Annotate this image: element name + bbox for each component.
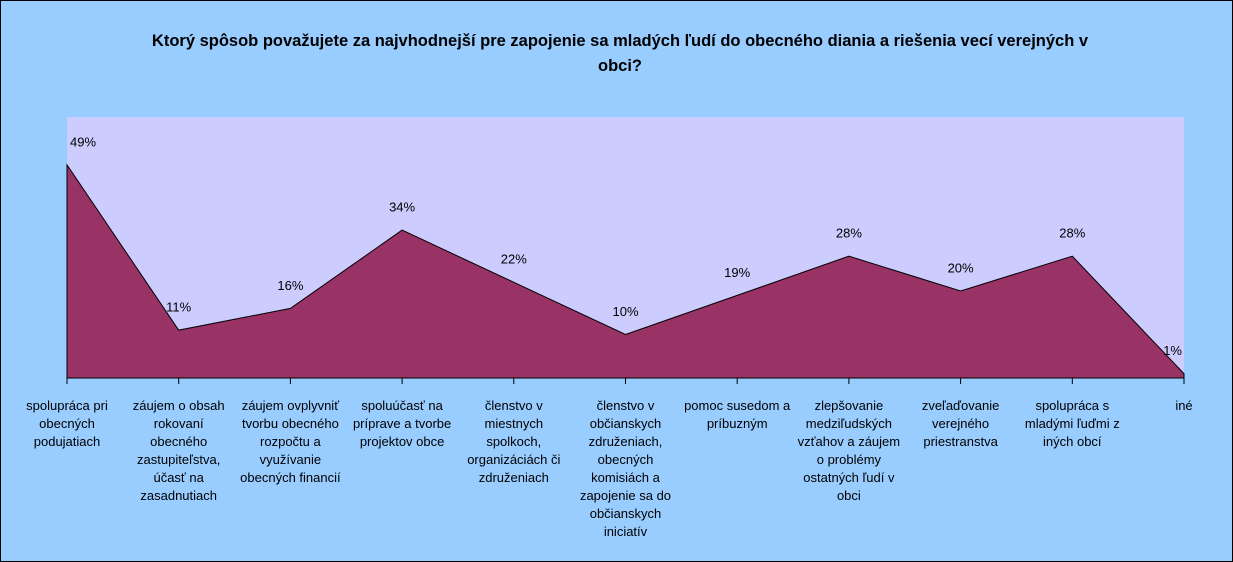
- x-tick-label: iné: [1175, 398, 1193, 413]
- data-label: 49%: [70, 134, 96, 149]
- x-tick-label: pomoc susedom a príbuzným: [684, 398, 791, 431]
- data-label: 1%: [1163, 343, 1182, 358]
- data-label: 11%: [166, 300, 191, 315]
- x-tick-label: členstvo v miestnych spolkoch, organizác…: [467, 398, 561, 485]
- data-label: 10%: [612, 304, 638, 319]
- data-label: 22%: [501, 252, 527, 267]
- data-label: 16%: [277, 278, 303, 293]
- x-tick-label: zveľaďovanie verejného priestranstva: [921, 398, 1000, 449]
- x-tick-label: členstvo v občianskych združeniach, obec…: [579, 398, 672, 539]
- chart-title: Ktorý spôsob považujete za najvhodnejší …: [151, 32, 1089, 75]
- x-tick-label: zlepšovanie medziľudských vzťahov a záuj…: [797, 398, 901, 503]
- x-tick-label: záujem ovplyvniť tvorbu obecného rozpočt…: [240, 398, 341, 485]
- area: [66, 163, 1185, 379]
- data-label: 34%: [389, 200, 415, 215]
- x-tick-label: spoluúčasť na príprave a tvorbe projekto…: [352, 398, 452, 449]
- x-tick-label: záujem o obsah rokovaní obecného zastupi…: [132, 398, 225, 503]
- data-label: 28%: [1059, 226, 1085, 241]
- data-label: 19%: [724, 265, 750, 280]
- x-tick-label: spolupráca pri obecných podujatiach: [26, 398, 108, 449]
- x-tick-label: spolupráca s mladými ľuďmi z iných obcí: [1024, 398, 1120, 449]
- data-label: 20%: [948, 260, 974, 275]
- data-label: 28%: [836, 226, 862, 241]
